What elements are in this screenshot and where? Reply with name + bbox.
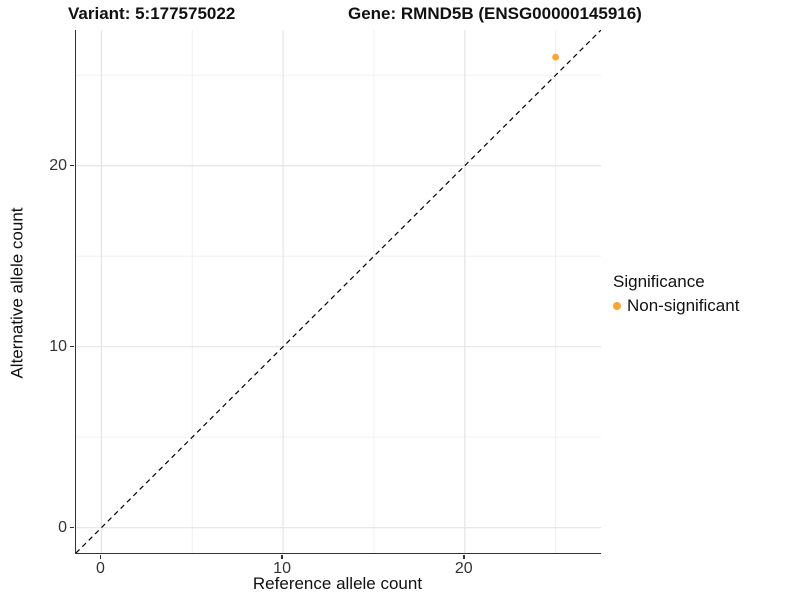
legend-title: Significance (613, 272, 705, 291)
identity-line (76, 30, 601, 553)
y-tick-mark (69, 526, 74, 529)
plot-area-svg (76, 30, 601, 553)
data-point (552, 53, 559, 61)
x-tick-mark (99, 554, 102, 559)
x-tick-label: 10 (273, 560, 291, 577)
y-tick-label: 20 (49, 156, 67, 174)
legend-item-label: Non-significant (627, 296, 740, 315)
legend: Significance Non-significant (613, 272, 739, 316)
plot-title-variant: Variant: 5:177575022 (68, 4, 236, 23)
x-tick-label: 0 (95, 560, 105, 577)
legend-item: Non-significant (613, 296, 739, 316)
x-tick-mark (463, 554, 465, 559)
x-tick-label: 20 (454, 560, 473, 577)
x-axis-label: Reference allele count (252, 574, 423, 593)
y-tick-label: 10 (49, 337, 67, 355)
plot-title-gene: Gene: RMND5B (ENSG00000145916) (348, 4, 642, 23)
y-axis-label: Alternative allele count (7, 207, 27, 379)
y-tick-mark (69, 345, 74, 348)
y-tick-label: 0 (58, 518, 67, 536)
plot-panel (75, 30, 601, 554)
y-tick-mark (69, 164, 74, 167)
x-tick-mark (281, 554, 283, 559)
legend-point-swatch (613, 302, 621, 310)
